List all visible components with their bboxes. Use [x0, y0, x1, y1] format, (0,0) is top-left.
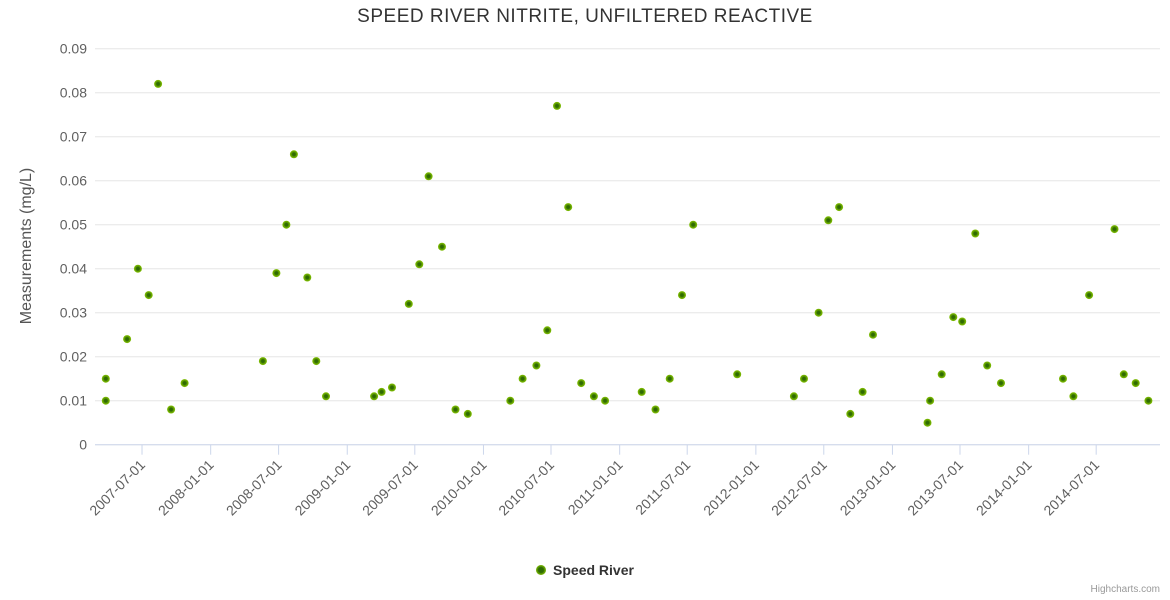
data-point[interactable]: [564, 203, 573, 212]
data-point[interactable]: [438, 242, 446, 251]
data-point[interactable]: [289, 150, 298, 159]
data-point[interactable]: [180, 379, 189, 388]
series-marker-icon: [536, 565, 547, 575]
x-axis-tick-label: 2010-01-01: [428, 456, 490, 518]
y-axis-tick-label: 0.02: [60, 349, 87, 365]
x-axis-tick-label: 2011-07-01: [632, 456, 693, 517]
data-point[interactable]: [651, 405, 660, 414]
data-point[interactable]: [303, 273, 312, 282]
data-point[interactable]: [123, 335, 132, 344]
x-axis-tick-label: 2008-01-01: [155, 456, 217, 518]
data-point[interactable]: [144, 291, 153, 300]
data-point[interactable]: [518, 374, 527, 383]
data-point[interactable]: [971, 229, 980, 238]
data-point[interactable]: [370, 392, 379, 401]
data-point[interactable]: [424, 172, 433, 181]
data-point[interactable]: [637, 387, 646, 396]
y-axis-tick-label: 0.01: [60, 393, 87, 409]
x-axis-tick-label: 2013-01-01: [837, 456, 899, 518]
data-point[interactable]: [272, 269, 281, 278]
data-point[interactable]: [923, 418, 932, 427]
data-point[interactable]: [577, 379, 586, 388]
data-point[interactable]: [1059, 374, 1067, 383]
data-point[interactable]: [543, 326, 552, 335]
x-axis-tick-label: 2009-01-01: [291, 456, 353, 518]
y-axis-tick-label: 0.05: [60, 217, 87, 233]
data-point[interactable]: [1069, 392, 1078, 401]
y-axis-tick-label: 0.08: [60, 85, 87, 101]
y-axis-tick-label: 0.06: [60, 173, 87, 189]
y-axis-tick-label: 0: [79, 437, 87, 453]
data-point[interactable]: [451, 405, 460, 414]
data-point[interactable]: [1119, 370, 1128, 379]
data-point[interactable]: [958, 317, 967, 326]
legend: Speed River: [0, 562, 1170, 578]
data-point[interactable]: [846, 409, 855, 418]
data-point[interactable]: [322, 392, 330, 401]
x-axis-tick-label: 2008-07-01: [223, 456, 285, 518]
x-axis-tick-label: 2012-07-01: [768, 456, 830, 518]
data-point[interactable]: [835, 203, 844, 212]
data-point[interactable]: [404, 299, 413, 308]
x-axis-tick-label: 2011-01-01: [565, 456, 626, 517]
data-point[interactable]: [133, 264, 142, 273]
data-point[interactable]: [589, 392, 598, 401]
data-point[interactable]: [101, 374, 110, 383]
data-point[interactable]: [377, 387, 386, 396]
legend-label: Speed River: [553, 562, 634, 578]
data-point[interactable]: [983, 361, 992, 370]
data-point[interactable]: [937, 370, 946, 379]
data-point[interactable]: [814, 308, 823, 317]
x-axis-tick-label: 2010-07-01: [495, 456, 557, 518]
data-point[interactable]: [167, 405, 176, 414]
data-point[interactable]: [733, 370, 742, 379]
y-axis-tick-label: 0.07: [60, 129, 87, 145]
data-point[interactable]: [282, 220, 291, 229]
x-axis-tick-label: 2009-07-01: [359, 456, 421, 518]
data-point[interactable]: [388, 383, 396, 392]
y-axis-tick-label: 0.09: [60, 41, 87, 57]
data-point[interactable]: [665, 374, 674, 383]
data-point[interactable]: [1131, 379, 1140, 388]
data-point[interactable]: [1144, 396, 1153, 405]
data-point[interactable]: [789, 392, 798, 401]
data-point[interactable]: [1110, 225, 1119, 234]
data-point[interactable]: [869, 330, 877, 339]
y-axis-tick-label: 0.03: [60, 305, 87, 321]
data-point[interactable]: [601, 396, 610, 405]
data-point[interactable]: [824, 216, 833, 225]
highcharts-credits-link[interactable]: Highcharts.com: [1090, 584, 1160, 595]
data-point[interactable]: [258, 357, 267, 366]
x-axis-tick-label: 2007-07-01: [86, 456, 148, 518]
data-point[interactable]: [858, 387, 867, 396]
x-axis-tick-label: 2014-07-01: [1040, 456, 1102, 518]
data-point[interactable]: [926, 396, 935, 405]
y-axis-tick-label: 0.04: [60, 261, 87, 277]
data-point[interactable]: [1085, 291, 1094, 300]
x-axis-tick-label: 2013-07-01: [904, 456, 966, 518]
data-point[interactable]: [678, 291, 686, 300]
data-point[interactable]: [689, 220, 698, 229]
x-axis-tick-label: 2012-01-01: [700, 456, 762, 518]
legend-item-speed-river[interactable]: Speed River: [536, 562, 634, 578]
data-point[interactable]: [312, 357, 321, 366]
chart-title: SPEED RIVER NITRITE, UNFILTERED REACTIVE: [357, 6, 813, 27]
data-point[interactable]: [506, 396, 515, 405]
data-point[interactable]: [101, 396, 110, 405]
data-point[interactable]: [800, 374, 808, 383]
data-point[interactable]: [553, 101, 561, 110]
data-point[interactable]: [997, 379, 1005, 388]
data-point[interactable]: [463, 409, 472, 418]
data-point[interactable]: [532, 361, 541, 370]
data-point[interactable]: [949, 313, 958, 322]
data-point[interactable]: [154, 79, 163, 88]
x-axis-tick-label: 2014-01-01: [973, 456, 1035, 518]
data-point[interactable]: [415, 260, 424, 269]
